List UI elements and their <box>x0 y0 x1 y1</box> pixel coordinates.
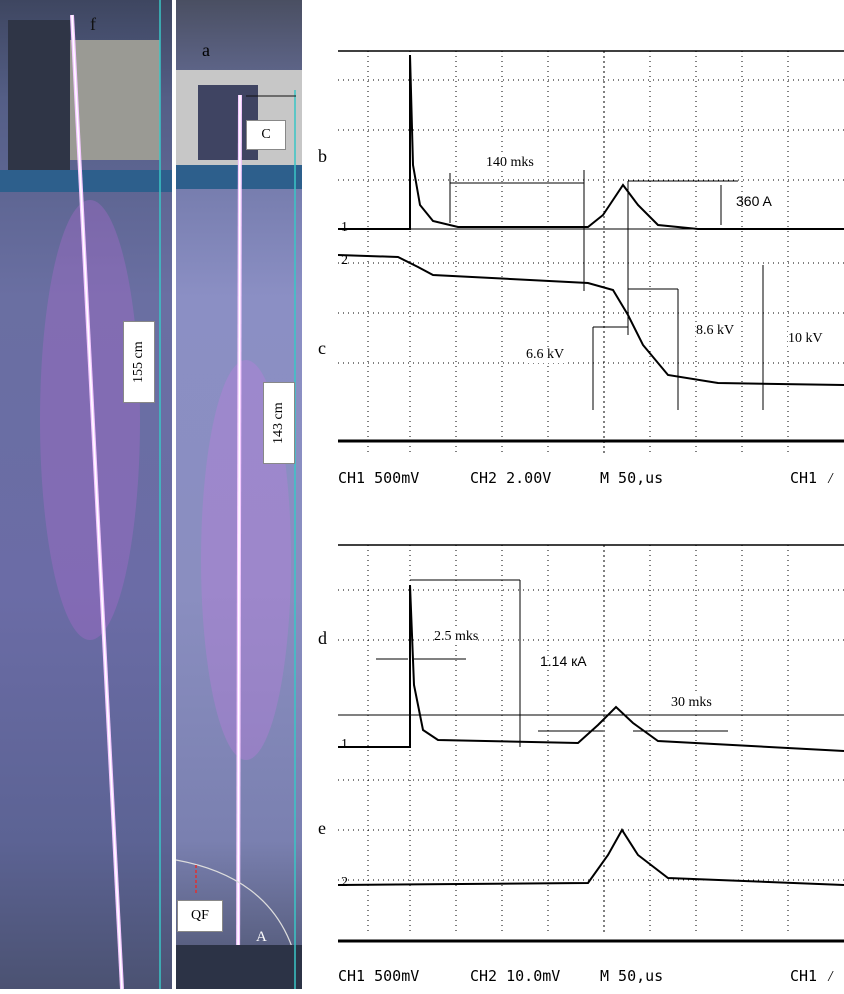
oscillogram-bottom: 1 2 2.5 mks 1.14 кА 30 mks CH1 500mV CH2… <box>337 535 844 989</box>
voltage-label-3: 10 kV <box>788 331 823 347</box>
footer-ch1-bottom: CH1 500mV <box>338 967 420 985</box>
footer-ch2-top: CH2 2.00V <box>470 469 552 487</box>
qf-label: QF <box>177 900 223 932</box>
footer-trigger-bottom: CH1 ⁄ <box>790 967 836 985</box>
pulse-width2-label: 30 mks <box>671 695 712 711</box>
current-peak-label: 360 A <box>736 193 772 209</box>
scope-bottom-grid <box>337 544 844 943</box>
scope-top-grid <box>337 50 844 455</box>
footer-trigger-top: CH1 ⁄ <box>790 469 836 487</box>
grid-top <box>338 51 844 455</box>
discharge-photo-f <box>0 0 172 989</box>
footer-ch1-top: CH1 500mV <box>338 469 420 487</box>
voltage-label-1: 6.6 kV <box>526 347 565 363</box>
equipment-block-f <box>70 40 160 160</box>
panel-label-e: e <box>318 818 326 838</box>
pulse-width-label: 2.5 mks <box>434 629 479 645</box>
annotations-top <box>449 170 764 410</box>
oscillogram-top: 1 2 140 mks 360 A 6.6 kV 8.6 kV 10 kV CH… <box>337 45 844 490</box>
length-label-a: 143 cm <box>263 382 295 464</box>
trace-ch1-current-bottom <box>338 584 844 752</box>
panel-label-d: d <box>318 628 327 648</box>
electrode-housing-f <box>8 20 70 170</box>
footer-time-bottom: M 50,us <box>600 967 664 985</box>
ch2-marker-top: 2 <box>341 253 348 268</box>
discharge-core-f <box>71 14 123 989</box>
footer-time-top: M 50,us <box>600 469 664 487</box>
footer-ch2-bottom: CH2 10.0mV <box>470 967 561 985</box>
trace-ch2-bottom <box>337 828 844 886</box>
ch1-marker-top: 1 <box>341 220 348 235</box>
panel-label-f: f <box>90 14 96 34</box>
base-a <box>176 945 302 989</box>
length-label-f: 155 cm <box>123 321 155 403</box>
annotations-bottom <box>376 579 728 747</box>
panel-label-b: b <box>318 146 327 166</box>
discharge-photo-a <box>176 0 302 989</box>
anode-label: A <box>256 929 267 945</box>
trace-ch2-voltage <box>337 254 844 386</box>
voltage-label-2: 8.6 kV <box>696 323 735 339</box>
ch1-marker-bottom: 1 <box>341 737 348 752</box>
trace-ch1-current <box>338 54 844 230</box>
ch2-marker-bottom: 2 <box>341 875 348 890</box>
shelf-f <box>0 170 172 192</box>
current-amplitude-label: 1.14 кА <box>540 653 587 669</box>
glow-f <box>40 200 140 640</box>
discharge-core-a <box>237 94 241 989</box>
grid-bottom <box>338 545 844 935</box>
panel-label-c: c <box>318 338 326 358</box>
photo-f-drawing <box>0 0 172 989</box>
photo-a-drawing <box>176 70 302 989</box>
cathode-label: C <box>246 120 286 150</box>
panel-label-a: a <box>202 40 210 60</box>
delay-label: 140 mks <box>486 155 534 171</box>
